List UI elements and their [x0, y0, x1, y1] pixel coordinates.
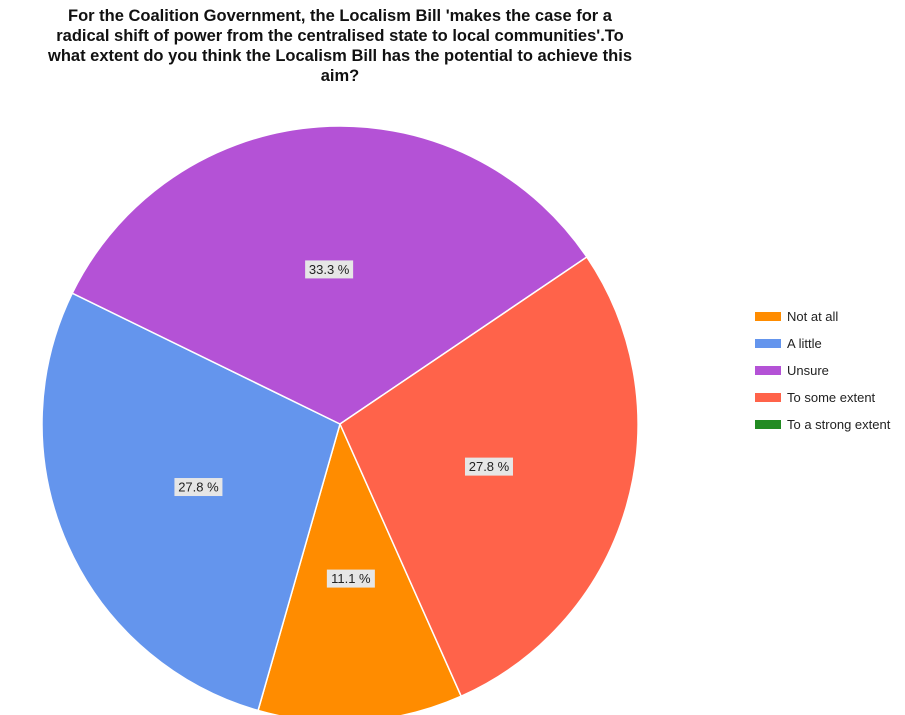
slice-label: 27.8 %: [178, 480, 219, 495]
pie-slice-not-at-all: [257, 421, 463, 715]
legend-item-a-little: A little: [755, 330, 890, 357]
slice-label-background: [305, 260, 354, 279]
chart-title-line: what extent do you think the Localism Bi…: [47, 47, 632, 65]
pie-slice-to-some-extent: [339, 255, 639, 698]
legend-item-to-some-extent: To some extent: [755, 384, 890, 411]
legend-label: To some extent: [787, 390, 876, 405]
legend-label: Not at all: [787, 309, 839, 324]
legend-item-to-a-strong-extent: To a strong extent: [755, 411, 890, 438]
chart-title-line: radical shift of power from the centrali…: [56, 27, 624, 45]
legend-label: Unsure: [787, 363, 829, 378]
slice-label-background: [174, 478, 223, 497]
chart-title-line: aim?: [320, 67, 360, 85]
legend-item-unsure: Unsure: [755, 357, 890, 384]
legend-swatch: [755, 339, 781, 348]
slice-label: 11.1 %: [331, 571, 371, 586]
chart-title-line: For the Coalition Government, the Locali…: [68, 7, 612, 25]
slice-label: 27.8 %: [469, 459, 510, 474]
legend-label: A little: [787, 336, 822, 351]
pie-slice-a-little: [41, 292, 341, 712]
legend-item-not-at-all: Not at all: [755, 303, 890, 330]
slice-label-background: [326, 569, 375, 588]
legend: Not at all A little Unsure To some exten…: [755, 303, 890, 438]
slice-label: 33.3 %: [309, 262, 350, 277]
legend-swatch: [755, 393, 781, 402]
slice-label-background: [464, 457, 513, 476]
chart-title: For the Coalition Government, the Locali…: [0, 6, 680, 86]
legend-swatch: [755, 312, 781, 321]
legend-swatch: [755, 420, 781, 429]
legend-label: To a strong extent: [787, 417, 891, 432]
legend-swatch: [755, 366, 781, 375]
